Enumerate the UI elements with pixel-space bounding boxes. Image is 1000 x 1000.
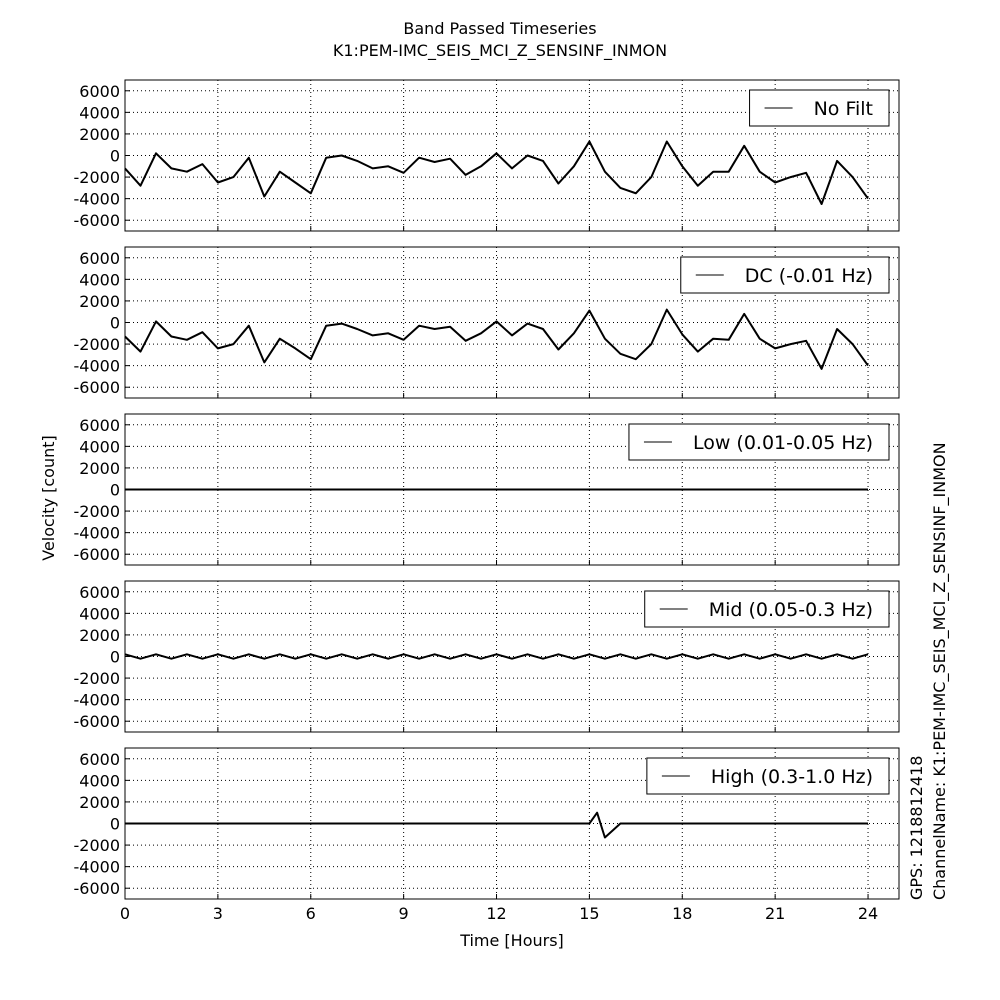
y-tick-label: -2000 [74, 836, 121, 855]
legend-label: No Filt [814, 98, 873, 120]
y-tick-label: -4000 [74, 691, 121, 710]
y-tick-label: -6000 [74, 712, 121, 731]
subplot: -6000 -4000 -2000 0 2000 4000 6000 Low (0.01-0.… [74, 413, 900, 566]
legend: Mid (0.05-0.3 Hz) [644, 590, 890, 628]
legend-label: Low (0.01-0.05 Hz) [693, 432, 873, 454]
legend: High (0.3-1.0 Hz) [646, 757, 890, 795]
x-tick-label: 12 [486, 904, 506, 923]
y-tick-label: 6000 [79, 82, 120, 101]
y-tick-label: 0 [110, 481, 120, 500]
y-tick-label: -2000 [74, 168, 121, 187]
plot-frame [124, 747, 900, 900]
y-tick-label: 2000 [79, 125, 120, 144]
subplot: -6000 -4000 -2000 0 2000 4000 6000 No Filt [74, 79, 900, 232]
plot-frame [124, 413, 900, 566]
y-tick-label: 6000 [79, 583, 120, 602]
y-tick-label: -2000 [74, 502, 121, 521]
y-axis-label: Velocity [count] [39, 435, 58, 560]
legend-box [628, 423, 890, 461]
subplot: -6000 -4000 -2000 0 2000 4000 6000 DC (-0.01 Hz… [74, 246, 900, 399]
y-tick-label: 0 [110, 314, 120, 333]
channel-label: ChannelName: K1:PEM-IMC_SEIS_MCI_Z_SENSI… [930, 442, 950, 900]
y-tick-label: 6000 [79, 416, 120, 435]
x-tick-label: 21 [765, 904, 785, 923]
y-tick-label: -4000 [74, 524, 121, 543]
y-tick-label: 4000 [79, 103, 120, 122]
subplot: -6000 -4000 -2000 0 2000 4000 6000 0 3 6 9 12 15 18 21… [74, 747, 900, 923]
x-tick-label: 18 [672, 904, 692, 923]
plot-frame [124, 246, 900, 399]
legend-label: High (0.3-1.0 Hz) [711, 766, 873, 788]
y-tick-label: 0 [110, 815, 120, 834]
y-tick-label: -6000 [74, 378, 121, 397]
legend: DC (-0.01 Hz) [680, 256, 890, 294]
x-tick-label: 9 [399, 904, 409, 923]
legend-label: DC (-0.01 Hz) [745, 265, 873, 287]
y-tick-label: -4000 [74, 190, 121, 209]
series-line [125, 811, 868, 839]
x-tick-label: 6 [306, 904, 316, 923]
y-tick-label: 4000 [79, 771, 120, 790]
y-tick-label: -6000 [74, 545, 121, 564]
y-tick-label: 2000 [79, 459, 120, 478]
y-tick-label: -2000 [74, 669, 121, 688]
x-tick-label: 15 [579, 904, 599, 923]
y-tick-label: -4000 [74, 357, 121, 376]
series-line [124, 308, 869, 370]
chart-subtitle: K1:PEM-IMC_SEIS_MCI_Z_SENSINF_INMON [333, 41, 667, 61]
chart-title: Band Passed Timeseries [403, 19, 596, 38]
x-axis-label: Time [Hours] [459, 931, 564, 950]
y-tick-label: 6000 [79, 750, 120, 769]
series-line [124, 140, 869, 205]
y-tick-label: -2000 [74, 335, 121, 354]
y-tick-label: -6000 [74, 211, 121, 230]
x-tick-label: 3 [213, 904, 223, 923]
x-tick-label: 24 [858, 904, 878, 923]
y-tick-label: 6000 [79, 249, 120, 268]
series-line [124, 653, 869, 660]
x-tick-label: 0 [120, 904, 130, 923]
legend-label: Mid (0.05-0.3 Hz) [709, 599, 873, 621]
y-tick-label: -6000 [74, 879, 121, 898]
y-tick-label: 4000 [79, 270, 120, 289]
y-tick-label: 2000 [79, 626, 120, 645]
y-tick-label: 2000 [79, 292, 120, 311]
plot-frame [124, 79, 900, 232]
y-tick-label: 4000 [79, 604, 120, 623]
legend: Low (0.01-0.05 Hz) [628, 423, 890, 461]
y-tick-label: 0 [110, 648, 120, 667]
y-tick-label: 2000 [79, 793, 120, 812]
y-tick-label: -4000 [74, 858, 121, 877]
legend: No Filt [749, 89, 890, 127]
plot-frame [124, 580, 900, 733]
subplot: -6000 -4000 -2000 0 2000 4000 6000 Mid (0.05-0.… [74, 580, 900, 733]
gps-label: GPS: 1218812418 [907, 756, 926, 900]
y-tick-label: 0 [110, 147, 120, 166]
y-tick-label: 4000 [79, 437, 120, 456]
